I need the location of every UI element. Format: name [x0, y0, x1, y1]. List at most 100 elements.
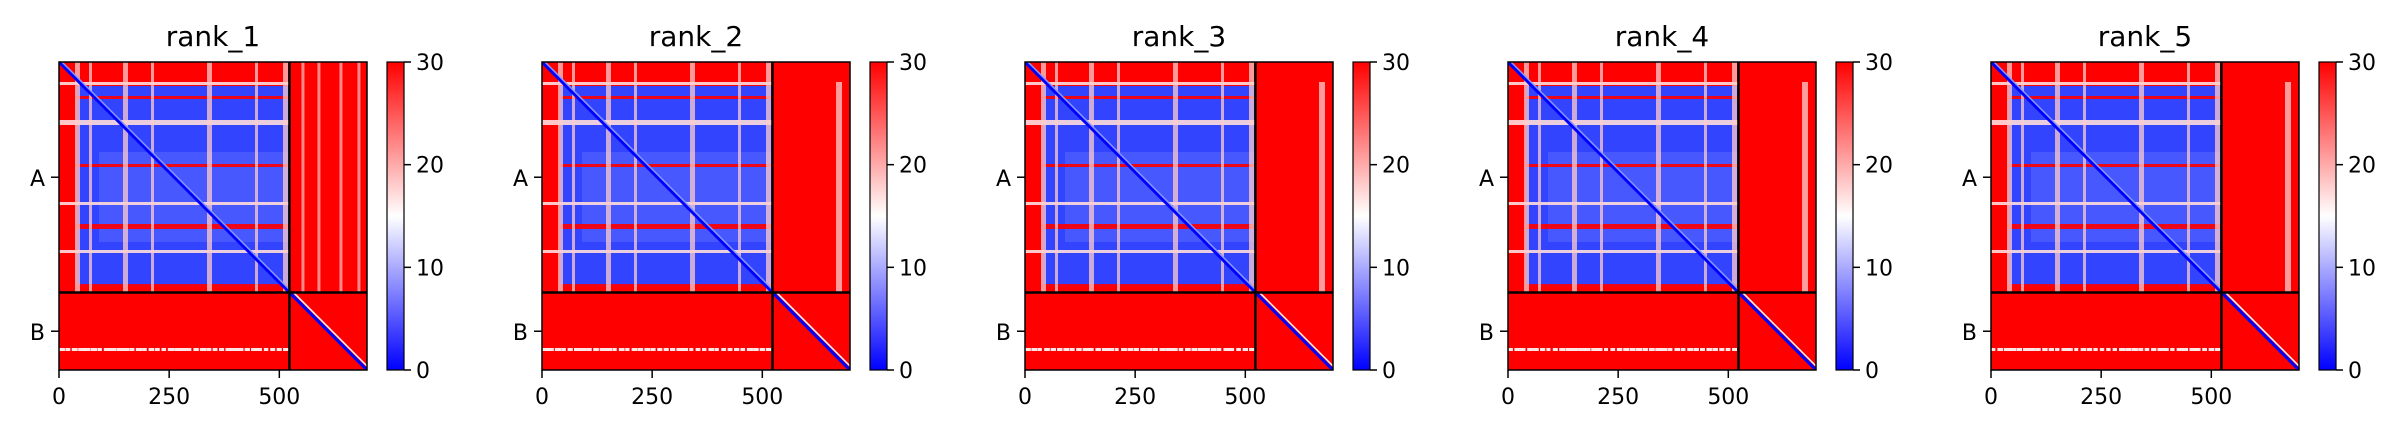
cross-dot	[1725, 348, 1731, 351]
band-col	[2083, 62, 2086, 293]
cross-dot	[1642, 348, 1648, 351]
cross-dot	[238, 348, 244, 351]
cross-dot	[2189, 348, 2197, 351]
cross-dot	[65, 348, 71, 351]
cross-dot	[2042, 348, 2048, 351]
diagonal-a-side	[544, 62, 773, 290]
heatmap	[59, 62, 367, 370]
cross-dot	[2023, 348, 2030, 351]
cross-dot	[263, 348, 269, 351]
cross-dot	[135, 348, 143, 351]
cross-dot	[283, 348, 289, 351]
cross-dot	[270, 348, 276, 351]
cross-dot	[2170, 348, 2175, 351]
chain-label-b: B	[1479, 321, 1494, 346]
colorbar-frame	[1835, 61, 1854, 371]
cross-dot	[1687, 348, 1694, 351]
cross-dot	[1025, 348, 1031, 351]
axes-frame	[1990, 61, 2300, 371]
cross-dot	[1249, 348, 1256, 351]
x-tick-label: 0	[1984, 385, 1998, 410]
cross-dot	[2080, 348, 2087, 351]
cross-dot	[644, 348, 651, 351]
cross-dot	[78, 348, 86, 351]
cross-dot	[657, 348, 663, 351]
cross-dot	[2003, 348, 2011, 351]
cross-dot	[1057, 348, 1063, 351]
cross-dot	[1095, 348, 1101, 351]
cross-dot	[206, 348, 212, 351]
cross-dot	[567, 348, 573, 351]
x-tick-label: 500	[1707, 385, 1749, 410]
x-tick-label: 500	[2190, 385, 2232, 410]
band-col	[572, 62, 575, 293]
colorbar-frame	[1352, 61, 1371, 371]
diagonal-a-side	[61, 62, 290, 290]
panel-title: rank_5	[2098, 20, 2192, 53]
band-row	[1025, 120, 1256, 125]
cross-dot	[1153, 348, 1158, 351]
x-tick-label: 500	[741, 385, 783, 410]
colorbar	[387, 62, 404, 370]
band-col	[738, 62, 741, 293]
cross-stripe	[836, 82, 842, 293]
cross-dot	[59, 348, 65, 351]
band-col	[89, 62, 92, 293]
cross-dot	[638, 348, 644, 351]
cross-stripe	[357, 62, 361, 293]
cross-dot	[1140, 348, 1147, 351]
cross-dot	[97, 348, 102, 351]
cross-dot	[1044, 348, 1050, 351]
colorbar-tick-label: 10	[2348, 256, 2376, 281]
colorbar-tick-label: 30	[899, 51, 927, 76]
band-row	[59, 250, 290, 253]
cross-dot	[1114, 348, 1119, 351]
diagonal-b	[1254, 291, 1333, 370]
band-row	[59, 68, 290, 73]
colorbar	[870, 62, 887, 370]
panel-title: rank_4	[1615, 20, 1709, 53]
cross-dot	[1514, 348, 1521, 351]
cross-dot	[1210, 348, 1217, 351]
cross-dot	[1616, 348, 1623, 351]
x-tick-label: 250	[631, 385, 673, 410]
cross-dot	[2087, 348, 2093, 351]
band-col	[207, 62, 212, 293]
cross-dot	[199, 348, 207, 351]
pae-panel-2: rank_2 A B 0 250 500 0 10 20 30	[513, 20, 927, 410]
cross-dot	[174, 348, 181, 351]
cross-dot	[142, 348, 147, 351]
cross-dot	[1732, 348, 1738, 351]
cross-dot	[618, 348, 625, 351]
band-row	[1508, 68, 1739, 73]
diagonal-a	[1508, 62, 1740, 294]
cross-dot	[650, 348, 656, 351]
band-col	[123, 62, 128, 293]
colorbar-tick-label: 10	[416, 256, 444, 281]
cross-stripe	[2285, 82, 2291, 293]
cross-dot	[155, 348, 160, 351]
band-col	[2187, 62, 2190, 293]
band-col	[766, 62, 771, 293]
cross-dot	[1127, 348, 1134, 351]
band-row	[1508, 202, 1739, 205]
cross-dot	[1178, 348, 1184, 351]
cross-dot	[1674, 348, 1681, 351]
cross-dot	[91, 348, 98, 351]
colorbar-tick-label: 30	[1382, 51, 1410, 76]
colorbar-tick-label: 30	[2348, 51, 2376, 76]
cross-dot	[1242, 348, 1249, 351]
colorbar-tick-label: 30	[1865, 51, 1893, 76]
band-col	[283, 62, 288, 293]
cross-dot	[2093, 348, 2098, 351]
cross-dot	[625, 348, 630, 351]
cross-dot	[180, 348, 188, 351]
band-row	[59, 82, 290, 85]
band-row	[1025, 68, 1256, 73]
cross-dot	[1578, 348, 1586, 351]
cross-dot	[1584, 348, 1591, 351]
band-row	[1025, 250, 1256, 253]
cross-stripe	[317, 62, 321, 293]
heatmap	[542, 62, 850, 370]
heatmap	[1991, 62, 2299, 370]
